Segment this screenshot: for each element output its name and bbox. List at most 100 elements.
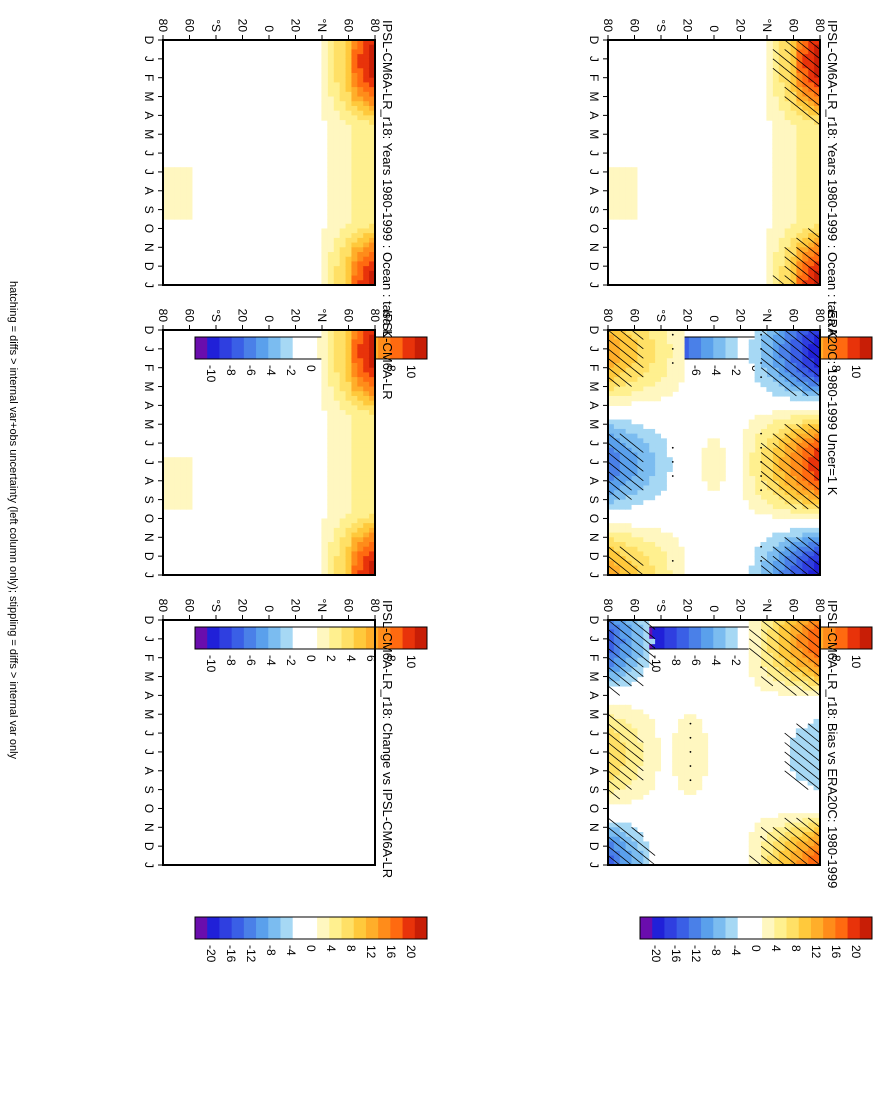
heatmap-cell	[707, 447, 714, 454]
heatmap-cell	[801, 546, 809, 553]
heatmap-cell	[362, 485, 370, 491]
heatmap-cell	[368, 63, 375, 69]
heatmap-cell	[754, 480, 762, 487]
heatmap-cell	[607, 718, 614, 725]
hatch-line	[607, 629, 621, 640]
hatch-line	[796, 770, 809, 781]
heatmap-cell	[344, 120, 352, 126]
colorbar-segment	[279, 627, 293, 649]
heatmap-cell	[642, 344, 650, 350]
heatmap-cell	[789, 410, 797, 416]
heatmap-cell	[362, 358, 370, 364]
heatmap-cell	[766, 256, 773, 263]
heatmap-cell	[695, 723, 703, 729]
heatmap-cell	[339, 209, 346, 215]
x-tick-label: J	[587, 346, 601, 352]
heatmap-cell	[748, 832, 756, 838]
hatch-line	[807, 115, 821, 126]
heatmap-cell	[327, 419, 334, 425]
heatmap-cell	[368, 58, 375, 65]
heatmap-cell	[625, 176, 632, 182]
heatmap-cell	[625, 799, 632, 805]
y-tick-label: 80	[813, 19, 827, 33]
heatmap-cell	[613, 190, 620, 197]
heatmap-cell	[678, 761, 685, 767]
heatmap-cell	[654, 737, 661, 744]
heatmap-cell	[778, 148, 785, 154]
colorbar-tick-label: -8	[224, 655, 238, 666]
x-tick-label: M	[587, 672, 601, 682]
heatmap-cell	[327, 523, 334, 529]
heatmap-cell	[162, 490, 169, 496]
heatmap-cell	[607, 537, 614, 543]
heatmap-cell	[613, 386, 620, 392]
heatmap-cell	[754, 504, 762, 510]
heatmap-cell	[174, 200, 181, 206]
colorbar-segment	[712, 627, 726, 649]
heatmap-cell	[607, 634, 614, 640]
hatch-line	[760, 836, 774, 847]
heatmap-cell	[807, 82, 815, 88]
heatmap-cell	[607, 424, 614, 430]
heatmap-cell	[333, 344, 340, 350]
heatmap-cell	[321, 256, 328, 263]
heatmap-cell	[672, 756, 679, 762]
hatch-line	[607, 845, 621, 856]
heatmap-cell	[321, 101, 328, 107]
heatmap-cell	[362, 494, 370, 501]
heatmap-cell	[339, 72, 346, 79]
heatmap-cell	[695, 770, 703, 777]
heatmap-cell	[666, 367, 673, 374]
heatmap-cell	[607, 386, 614, 392]
heatmap-cell	[333, 523, 340, 529]
heatmap-cell	[648, 527, 656, 534]
heatmap-cell	[678, 766, 685, 772]
heatmap-cell	[613, 358, 620, 364]
heatmap-cell	[162, 471, 169, 477]
hatch-line	[784, 555, 797, 566]
heatmap-cell	[339, 424, 346, 430]
heatmap-cell	[748, 471, 756, 477]
heatmap-cell	[613, 367, 620, 374]
heatmap-cell	[356, 58, 364, 65]
heatmap-cell	[350, 527, 358, 534]
hatch-line	[796, 329, 809, 340]
heatmap-cell	[344, 537, 352, 543]
heatmap-cell	[642, 386, 650, 392]
heatmap-cell	[642, 330, 650, 336]
heatmap-cell	[350, 195, 358, 201]
heatmap-cell	[327, 565, 334, 571]
heatmap-cell	[678, 718, 685, 725]
heatmap-cell	[784, 134, 791, 140]
x-tick-label: J	[587, 862, 601, 868]
heatmap-cell	[174, 204, 181, 211]
hatch-line	[807, 480, 821, 491]
heatmap-cell	[778, 386, 785, 392]
heatmap-cell	[613, 638, 620, 645]
heatmap-cell	[778, 433, 785, 439]
heatmap-cell	[356, 82, 364, 88]
heatmap-cell	[630, 499, 638, 505]
heatmap-cell	[625, 186, 632, 192]
heatmap-cell	[789, 377, 797, 383]
heatmap-cell	[350, 115, 358, 121]
heatmap-cell	[625, 348, 632, 355]
heatmap-cell	[654, 367, 661, 374]
heatmap-cell	[654, 490, 661, 496]
heatmap-cell	[713, 485, 720, 491]
heatmap-cell	[801, 443, 809, 449]
heatmap-cell	[642, 466, 650, 472]
heatmap-cell	[642, 471, 650, 477]
heatmap-cell	[368, 77, 375, 84]
stipple-dot	[671, 475, 674, 477]
heatmap-cell	[321, 344, 328, 350]
heatmap-cell	[678, 344, 685, 350]
heatmap-cell	[350, 200, 358, 206]
heatmap-cell	[321, 542, 328, 548]
heatmap-cell	[801, 513, 809, 520]
heatmap-cell	[695, 761, 703, 767]
hatch-line	[796, 676, 809, 687]
heatmap-cell	[344, 204, 352, 211]
heatmap-cell	[362, 410, 370, 416]
heatmap-cell	[754, 447, 762, 454]
